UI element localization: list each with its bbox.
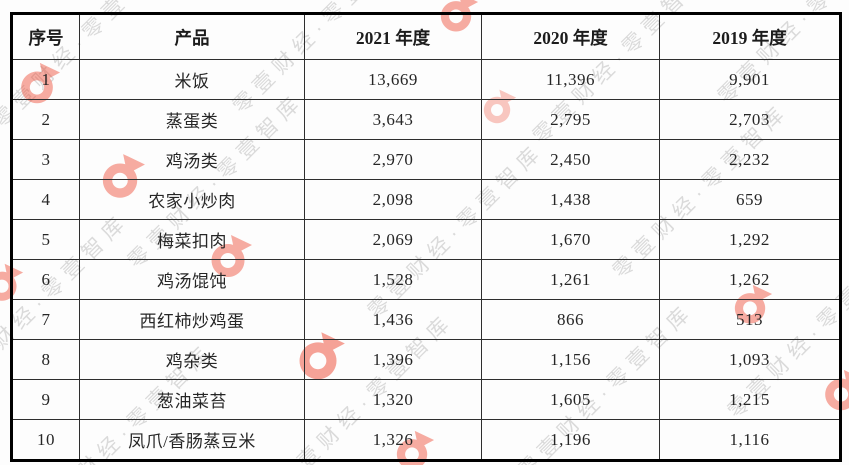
cell-index: 9 xyxy=(11,379,80,420)
cell-2021: 2,098 xyxy=(304,179,482,220)
cell-index: 7 xyxy=(11,299,80,340)
cell-index: 8 xyxy=(11,339,80,380)
cell-2020: 1,438 xyxy=(481,179,660,220)
cell-index: 2 xyxy=(11,99,80,140)
cell-product: 米饭 xyxy=(79,59,305,100)
table-row: 8 鸡杂类 1,396 1,156 1,093 xyxy=(11,339,841,380)
cell-2020: 1,196 xyxy=(481,419,660,461)
column-header-2021: 2021 年度 xyxy=(304,13,482,60)
cell-2019: 1,116 xyxy=(659,419,841,461)
cell-2019: 659 xyxy=(659,179,841,220)
cell-2020: 2,795 xyxy=(481,99,660,140)
column-header-index: 序号 xyxy=(11,13,80,60)
cell-product: 凤爪/香肠蒸豆米 xyxy=(79,419,305,461)
cell-2019: 1,262 xyxy=(659,259,841,300)
cell-2021: 1,396 xyxy=(304,339,482,380)
cell-2019: 2,703 xyxy=(659,99,841,140)
cell-2019: 1,215 xyxy=(659,379,841,420)
cell-2020: 2,450 xyxy=(481,139,660,180)
column-header-2019: 2019 年度 xyxy=(659,13,841,60)
cell-2019: 9,901 xyxy=(659,59,841,100)
cell-2021: 1,326 xyxy=(304,419,482,461)
table-row: 2 蒸蛋类 3,643 2,795 2,703 xyxy=(11,99,841,140)
table-row: 1 米饭 13,669 11,396 9,901 xyxy=(11,59,841,100)
cell-2020: 1,261 xyxy=(481,259,660,300)
cell-2019: 513 xyxy=(659,299,841,340)
cell-index: 5 xyxy=(11,219,80,260)
cell-product: 西红柿炒鸡蛋 xyxy=(79,299,305,340)
cell-index: 6 xyxy=(11,259,80,300)
cell-index: 3 xyxy=(11,139,80,180)
table-row: 3 鸡汤类 2,970 2,450 2,232 xyxy=(11,139,841,180)
cell-product: 鸡汤馄饨 xyxy=(79,259,305,300)
cell-product: 鸡汤类 xyxy=(79,139,305,180)
table-row: 4 农家小炒肉 2,098 1,438 659 xyxy=(11,179,841,220)
cell-2019: 1,093 xyxy=(659,339,841,380)
cell-index: 10 xyxy=(11,419,80,461)
column-header-2020: 2020 年度 xyxy=(481,13,660,60)
table-header-row: 序号 产品 2021 年度 2020 年度 2019 年度 xyxy=(11,13,841,60)
cell-2020: 1,605 xyxy=(481,379,660,420)
table-row: 6 鸡汤馄饨 1,528 1,261 1,262 xyxy=(11,259,841,300)
cell-2021: 1,528 xyxy=(304,259,482,300)
cell-2020: 1,156 xyxy=(481,339,660,380)
cell-2020: 11,396 xyxy=(481,59,660,100)
cell-2019: 1,292 xyxy=(659,219,841,260)
cell-2021: 2,970 xyxy=(304,139,482,180)
cell-index: 1 xyxy=(11,59,80,100)
cell-product: 鸡杂类 xyxy=(79,339,305,380)
products-revenue-table: 序号 产品 2021 年度 2020 年度 2019 年度 1 米饭 13,66… xyxy=(10,12,842,462)
cell-product: 梅菜扣肉 xyxy=(79,219,305,260)
cell-index: 4 xyxy=(11,179,80,220)
cell-2021: 13,669 xyxy=(304,59,482,100)
cell-product: 葱油菜苔 xyxy=(79,379,305,420)
table-row: 5 梅菜扣肉 2,069 1,670 1,292 xyxy=(11,219,841,260)
cell-2021: 2,069 xyxy=(304,219,482,260)
cell-2021: 1,436 xyxy=(304,299,482,340)
cell-2021: 1,320 xyxy=(304,379,482,420)
table-row: 9 葱油菜苔 1,320 1,605 1,215 xyxy=(11,379,841,420)
column-header-product: 产品 xyxy=(79,13,305,60)
table-row: 10 凤爪/香肠蒸豆米 1,326 1,196 1,116 xyxy=(11,419,841,461)
cell-2019: 2,232 xyxy=(659,139,841,180)
table-row: 7 西红柿炒鸡蛋 1,436 866 513 xyxy=(11,299,841,340)
cell-product: 蒸蛋类 xyxy=(79,99,305,140)
cell-product: 农家小炒肉 xyxy=(79,179,305,220)
cell-2021: 3,643 xyxy=(304,99,482,140)
cell-2020: 1,670 xyxy=(481,219,660,260)
cell-2020: 866 xyxy=(481,299,660,340)
